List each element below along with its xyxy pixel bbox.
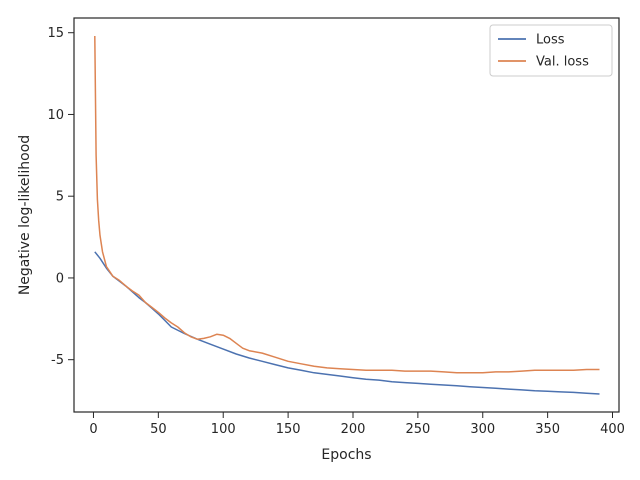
legend-box bbox=[489, 24, 613, 77]
x-axis-label: Epochs bbox=[321, 447, 371, 463]
y-axis: -5 0 5 10 15 bbox=[47, 26, 74, 368]
x-axis: 0 50 100 150 200 250 300 350 400 bbox=[89, 412, 625, 437]
x-tick-label: 400 bbox=[600, 422, 625, 437]
plot-lines bbox=[94, 35, 600, 395]
x-tick-label: 250 bbox=[405, 422, 430, 437]
x-tick-label: 300 bbox=[470, 422, 495, 437]
series-line-1 bbox=[94, 35, 600, 374]
x-tick-label: 200 bbox=[341, 422, 366, 437]
plot-frame bbox=[73, 17, 620, 413]
y-tick-label: 0 bbox=[56, 271, 64, 286]
x-tick-label: 350 bbox=[535, 422, 560, 437]
y-axis-label: Negative log-likelihood bbox=[17, 135, 33, 295]
series-line-0 bbox=[94, 251, 600, 395]
legend-label: Val. loss bbox=[536, 55, 589, 70]
y-tick-label: 5 bbox=[56, 190, 64, 205]
x-tick-label: 50 bbox=[150, 422, 167, 437]
legend-label: Loss bbox=[536, 33, 565, 48]
y-tick-label: 10 bbox=[47, 108, 64, 123]
x-tick-label: 100 bbox=[211, 422, 236, 437]
y-tick-label: -5 bbox=[51, 353, 64, 368]
x-tick-label: 0 bbox=[89, 422, 97, 437]
x-tick-label: 150 bbox=[276, 422, 301, 437]
legend: Loss Val. loss bbox=[489, 24, 613, 77]
y-tick-label: 15 bbox=[47, 26, 64, 41]
